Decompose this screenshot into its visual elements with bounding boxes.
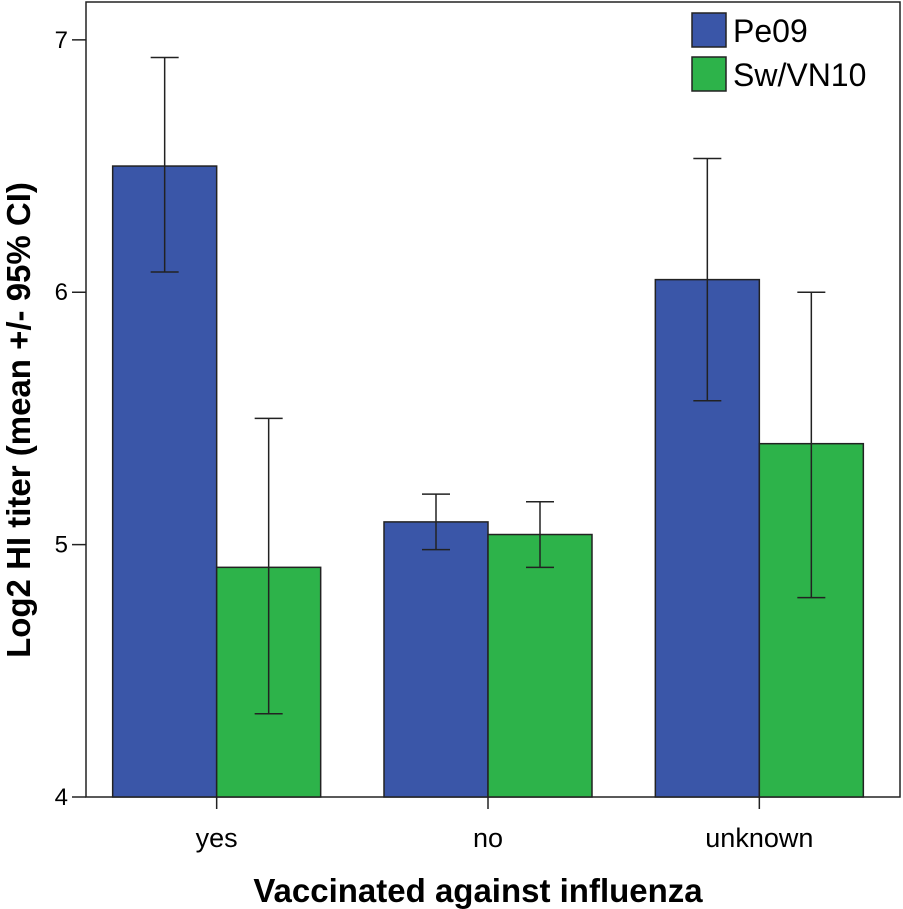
legend-swatch-swvn10 [691,56,727,92]
legend-label-pe09: Pe09 [733,13,808,49]
y-tick-label: 5 [55,532,68,559]
bar-sw-vn10-no [487,533,593,798]
x-tick-label: no [473,823,503,853]
error-bars-group [150,56,826,715]
y-axis: 4 5 6 7 [55,27,86,811]
x-tick-label: yes [196,823,238,853]
x-tick-label: unknown [705,823,813,853]
y-tick-label: 6 [55,279,68,306]
legend-label-swvn10: Sw/VN10 [733,57,866,93]
x-axis: yes no unknown [196,797,813,853]
y-tick-label: 7 [55,27,68,54]
y-axis-title: Log2 HI titer (mean +/- 95% CI) [0,182,37,658]
legend: Pe09 Sw/VN10 [691,12,866,93]
x-axis-title: Vaccinated against influenza [253,872,703,909]
legend-swatch-pe09 [691,12,727,48]
y-tick-label: 4 [55,784,68,811]
bars-group [111,165,865,798]
bar-pe09-no [383,521,489,798]
